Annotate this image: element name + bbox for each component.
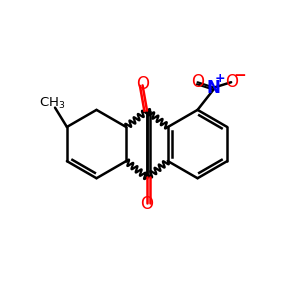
Text: O: O: [191, 73, 204, 91]
Text: −: −: [234, 68, 246, 83]
Text: CH$_3$: CH$_3$: [39, 96, 65, 111]
Text: +: +: [214, 72, 225, 85]
Text: O: O: [225, 73, 238, 91]
Text: O: O: [136, 75, 149, 93]
Text: N: N: [207, 79, 221, 97]
Text: O: O: [140, 195, 154, 213]
